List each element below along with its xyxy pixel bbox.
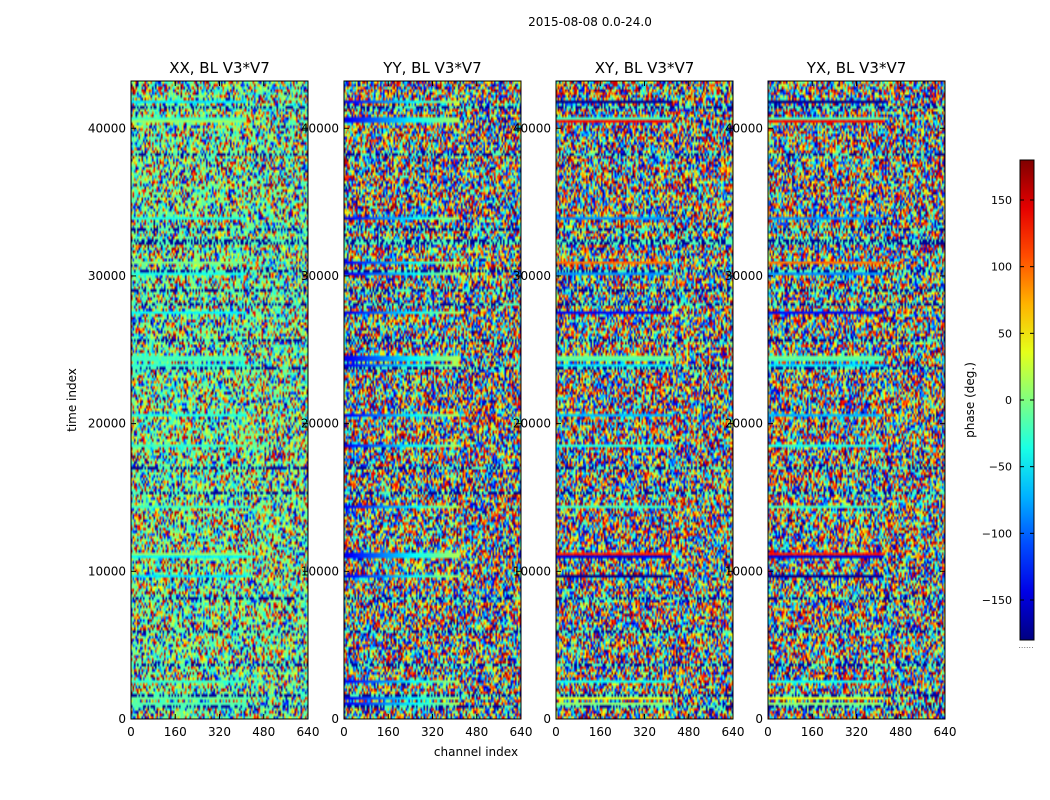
y-tick-label: 20000 xyxy=(301,417,339,431)
y-tick-label: 10000 xyxy=(88,564,126,578)
panel-3: YX, BL V3*V7 0 160 320 480 640 0 10000 20000 3000… xyxy=(725,59,957,739)
x-tick-label: 480 xyxy=(465,725,488,739)
x-tick-label: 160 xyxy=(589,725,612,739)
y-tick-label: 40000 xyxy=(88,121,126,135)
x-tick-label: 480 xyxy=(677,725,700,739)
y-tick-label: 0 xyxy=(543,712,551,726)
y-tick-label: 10000 xyxy=(725,564,763,578)
x-tick-label: 160 xyxy=(377,725,400,739)
y-tick-label: 10000 xyxy=(301,564,339,578)
colorbar-tick-label: −50 xyxy=(989,461,1012,474)
panel-0: XX, BL V3*V7 0 160 320 480 640 0 10000 20000 3000… xyxy=(88,59,320,739)
panel-heatmap-image xyxy=(131,81,308,719)
x-tick-label: 320 xyxy=(421,725,444,739)
y-tick-label: 20000 xyxy=(725,417,763,431)
x-tick-label: 0 xyxy=(552,725,560,739)
y-tick-label: 0 xyxy=(755,712,763,726)
y-tick-label: 30000 xyxy=(513,269,551,283)
y-tick-label: 40000 xyxy=(301,121,339,135)
colorbar-tick-label: −150 xyxy=(982,594,1012,607)
y-tick-label: 20000 xyxy=(88,417,126,431)
x-tick-label: 0 xyxy=(127,725,135,739)
colorbar: −150 −100 −50 0 50 100 150 xyxy=(982,159,1035,641)
panel-heatmap-image xyxy=(768,81,945,719)
x-tick-label: 480 xyxy=(889,725,912,739)
x-tick-label: 640 xyxy=(934,725,957,739)
x-tick-label: 160 xyxy=(164,725,187,739)
y-tick-label: 30000 xyxy=(88,269,126,283)
colorbar-tick-label: −100 xyxy=(982,527,1012,540)
x-tick-label: 640 xyxy=(722,725,745,739)
y-tick-label: 30000 xyxy=(301,269,339,283)
y-tick-label: 0 xyxy=(118,712,126,726)
y-tick-label: 0 xyxy=(331,712,339,726)
colorbar-tick-label: 100 xyxy=(991,261,1012,274)
panel-1: YY, BL V3*V7 0 160 320 480 640 0 10000 20000 3000… xyxy=(301,59,533,739)
panel-title: XY, BL V3*V7 xyxy=(595,59,695,77)
colorbar-tick-label: 50 xyxy=(998,327,1012,340)
x-axis-label: channel index xyxy=(434,745,518,759)
panel-title: XX, BL V3*V7 xyxy=(169,59,270,77)
colorbar-under-label: ...... xyxy=(1018,641,1033,650)
y-tick-label: 30000 xyxy=(725,269,763,283)
x-tick-label: 320 xyxy=(633,725,656,739)
y-tick-label: 10000 xyxy=(513,564,551,578)
x-tick-label: 0 xyxy=(340,725,348,739)
y-tick-label: 20000 xyxy=(513,417,551,431)
x-tick-label: 0 xyxy=(764,725,772,739)
x-tick-label: 160 xyxy=(801,725,824,739)
y-tick-label: 40000 xyxy=(725,121,763,135)
colorbar-tick-label: 150 xyxy=(991,194,1012,207)
panel-2: XY, BL V3*V7 0 160 320 480 640 0 10000 20000 3000… xyxy=(513,59,745,739)
panel-heatmap-image xyxy=(344,81,521,719)
panel-title: YX, BL V3*V7 xyxy=(806,59,907,77)
x-tick-label: 480 xyxy=(252,725,275,739)
y-axis-label: time index xyxy=(65,368,79,432)
figure-suptitle: 2015-08-08 0.0-24.0 xyxy=(528,15,652,29)
x-tick-label: 640 xyxy=(297,725,320,739)
y-tick-label: 40000 xyxy=(513,121,551,135)
panels-group: XX, BL V3*V7 0 160 320 480 640 0 10000 20000 3000… xyxy=(88,59,957,739)
colorbar-tick-label: 0 xyxy=(1005,394,1012,407)
x-tick-label: 320 xyxy=(845,725,868,739)
x-tick-label: 640 xyxy=(510,725,533,739)
x-tick-label: 320 xyxy=(208,725,231,739)
panel-title: YY, BL V3*V7 xyxy=(382,59,481,77)
panel-heatmap-image xyxy=(556,81,733,719)
colorbar-label: phase (deg.) xyxy=(963,362,977,438)
